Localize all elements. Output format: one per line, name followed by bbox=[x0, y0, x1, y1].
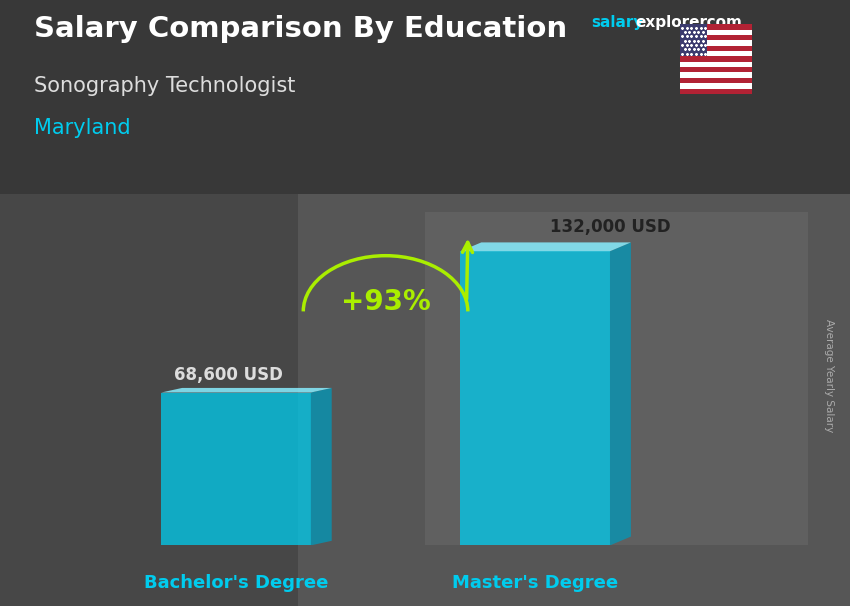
Text: Salary Comparison By Education: Salary Comparison By Education bbox=[34, 15, 567, 43]
Polygon shape bbox=[162, 393, 311, 545]
Text: Master's Degree: Master's Degree bbox=[452, 574, 618, 593]
Bar bbox=[680, 78, 752, 83]
Text: Sonography Technologist: Sonography Technologist bbox=[34, 76, 296, 96]
Polygon shape bbox=[461, 242, 631, 251]
Bar bbox=[680, 24, 707, 56]
Bar bbox=[0, 194, 298, 606]
Bar bbox=[680, 45, 752, 51]
Text: Bachelor's Degree: Bachelor's Degree bbox=[144, 574, 328, 593]
Text: .com: .com bbox=[701, 15, 742, 30]
Bar bbox=[680, 73, 752, 78]
Bar bbox=[0, 194, 850, 606]
Bar bbox=[680, 67, 752, 73]
Text: 132,000 USD: 132,000 USD bbox=[550, 218, 671, 236]
Bar bbox=[680, 35, 752, 41]
Bar bbox=[680, 24, 752, 30]
Polygon shape bbox=[162, 388, 332, 393]
Text: salary: salary bbox=[591, 15, 643, 30]
Bar bbox=[680, 41, 752, 45]
Bar bbox=[680, 30, 752, 35]
Bar bbox=[680, 88, 752, 94]
Text: Maryland: Maryland bbox=[34, 118, 131, 138]
Text: 68,600 USD: 68,600 USD bbox=[174, 365, 283, 384]
Polygon shape bbox=[311, 388, 332, 545]
Text: explorer: explorer bbox=[636, 15, 708, 30]
Bar bbox=[0, 0, 850, 194]
Bar bbox=[680, 51, 752, 56]
Text: +93%: +93% bbox=[341, 288, 430, 316]
Bar bbox=[425, 212, 808, 545]
Polygon shape bbox=[610, 242, 631, 545]
Polygon shape bbox=[461, 251, 610, 545]
Bar bbox=[680, 83, 752, 88]
Bar bbox=[680, 56, 752, 62]
Text: Average Yearly Salary: Average Yearly Salary bbox=[824, 319, 834, 432]
Bar bbox=[680, 62, 752, 67]
